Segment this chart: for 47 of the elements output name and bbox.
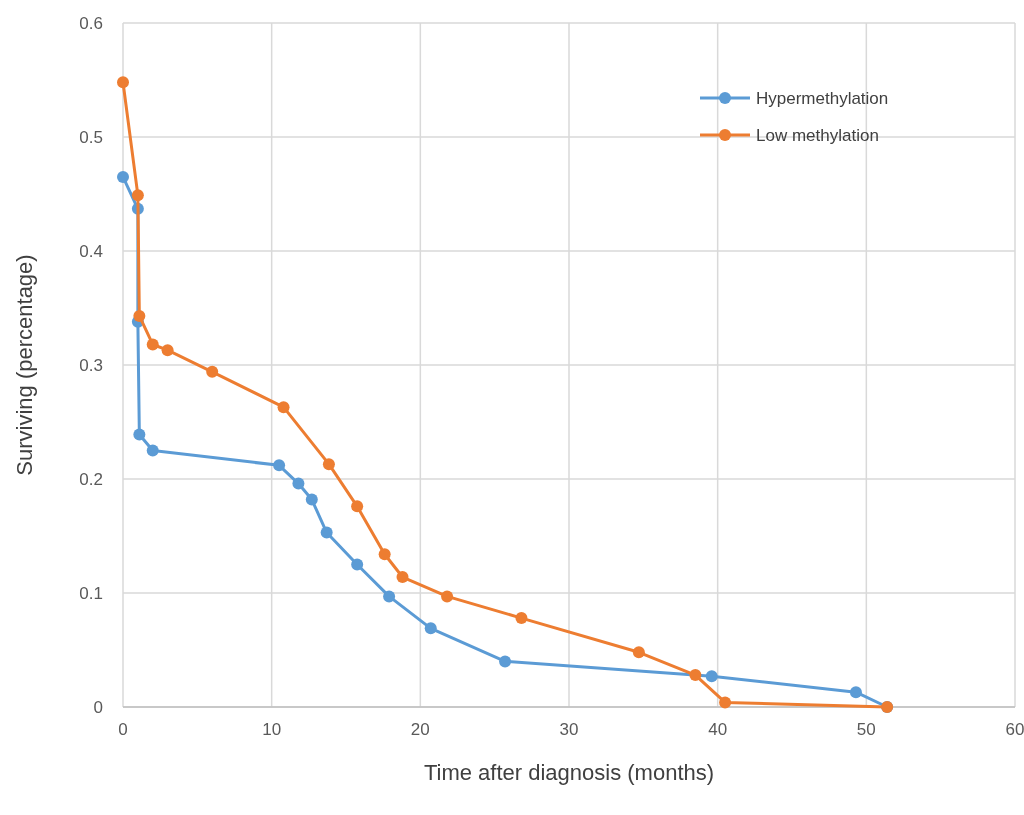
point: [273, 459, 286, 472]
x-tick-label: 60: [1005, 720, 1024, 739]
y-tick-label: 0.4: [79, 242, 103, 261]
point: [515, 612, 528, 625]
point: [206, 365, 219, 378]
point: [146, 444, 159, 457]
x-tick-label: 40: [708, 720, 728, 739]
point: [117, 76, 129, 89]
point: [320, 526, 333, 539]
x-tick-label: 50: [856, 720, 876, 739]
y-tick-label: 0.6: [79, 14, 103, 33]
point: [499, 655, 512, 668]
point: [705, 670, 718, 683]
point: [424, 622, 437, 635]
legend-label: Low methylation: [756, 126, 879, 145]
y-tick-label: 0.5: [79, 128, 103, 147]
point: [133, 309, 146, 322]
point: [378, 548, 391, 561]
point: [117, 170, 129, 183]
point: [292, 477, 305, 490]
point: [351, 500, 364, 513]
point: [161, 344, 174, 357]
point: [396, 571, 409, 584]
x-tick-label: 10: [262, 720, 282, 739]
point: [632, 646, 645, 659]
point: [322, 458, 335, 471]
point: [146, 338, 159, 351]
point: [133, 428, 146, 441]
y-tick-label: 0.1: [79, 584, 103, 603]
legend-label: Hypermethylation: [756, 89, 889, 108]
x-axis-title: Time after diagnosis (months): [423, 760, 715, 785]
y-tick-label: 0.3: [79, 356, 103, 375]
y-axis-title: Surviving (percentage): [12, 254, 37, 476]
point: [305, 493, 318, 506]
point: [689, 669, 702, 682]
x-tick-label: 0: [118, 720, 128, 739]
y-tick-label: 0.2: [79, 470, 103, 489]
point: [351, 558, 364, 571]
y-tick-label: 0: [93, 698, 103, 717]
x-tick-label: 30: [559, 720, 579, 739]
point: [849, 686, 862, 699]
point: [277, 401, 290, 414]
point: [441, 590, 454, 603]
point: [131, 189, 144, 202]
point: [719, 696, 732, 709]
x-tick-label: 20: [410, 720, 430, 739]
point: [383, 590, 396, 603]
